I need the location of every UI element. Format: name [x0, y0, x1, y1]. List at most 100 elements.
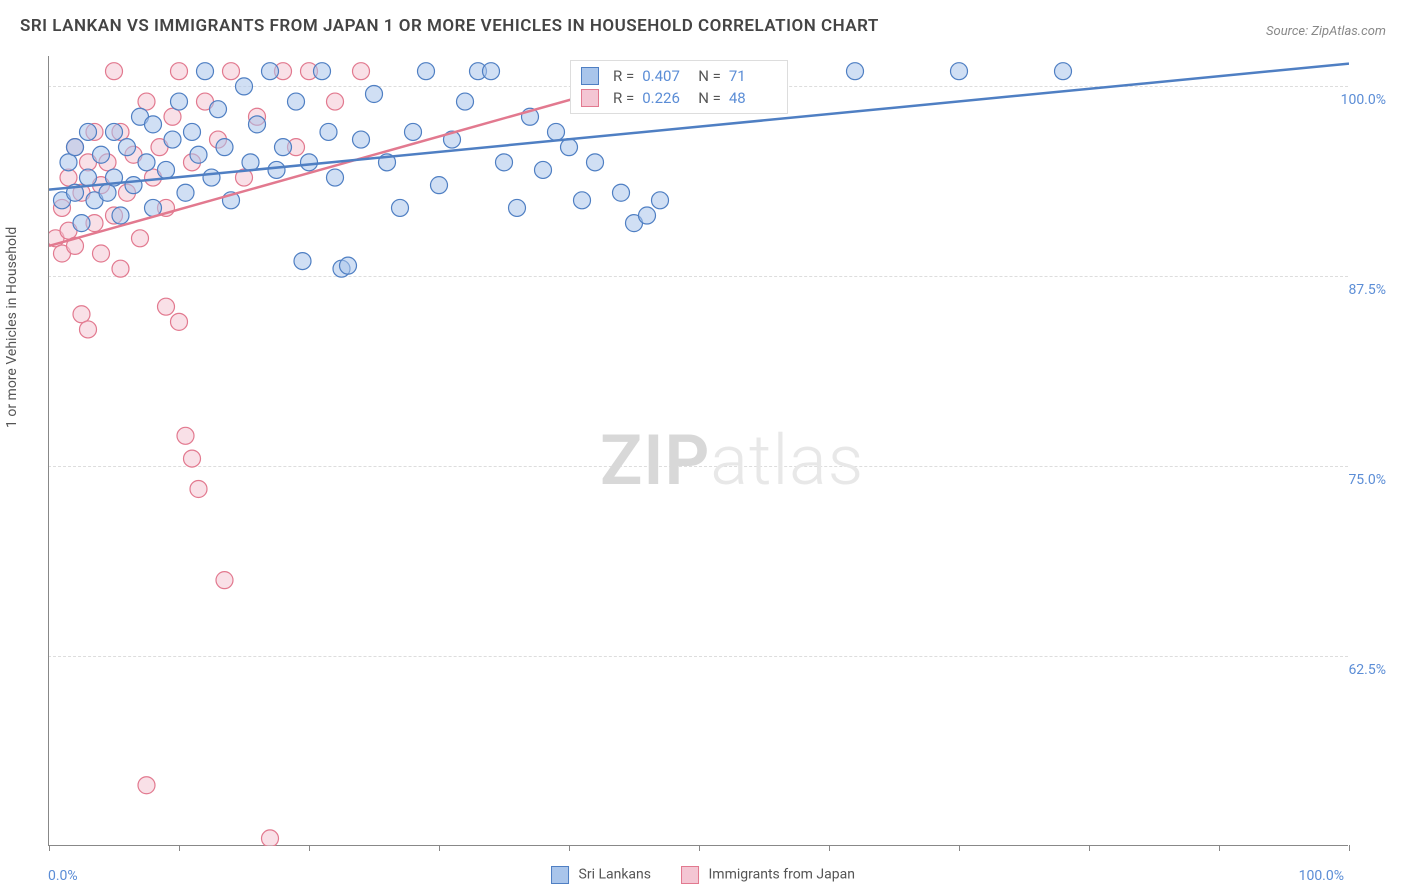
- scatter-point: [112, 207, 129, 224]
- scatter-point: [197, 63, 214, 80]
- scatter-point: [80, 123, 97, 140]
- stats-n-pink: 48: [729, 89, 777, 107]
- chart-title: SRI LANKAN VS IMMIGRANTS FROM JAPAN 1 OR…: [20, 16, 879, 36]
- scatter-point: [158, 298, 175, 315]
- scatter-point: [587, 154, 604, 171]
- x-tick: [1089, 845, 1090, 851]
- scatter-point: [184, 450, 201, 467]
- stats-swatch-blue: [581, 67, 599, 85]
- y-tick-label: 62.5%: [1348, 662, 1386, 678]
- scatter-point: [138, 154, 155, 171]
- scatter-point: [242, 154, 259, 171]
- scatter-point: [431, 177, 448, 194]
- y-tick-label: 75.0%: [1348, 472, 1386, 488]
- scatter-point: [223, 63, 240, 80]
- scatter-point: [496, 154, 513, 171]
- stats-row-blue: R = 0.407 N = 71: [581, 65, 777, 87]
- scatter-point: [171, 93, 188, 110]
- scatter-point: [294, 253, 311, 270]
- scatter-point: [67, 139, 84, 156]
- scatter-point: [613, 184, 630, 201]
- stats-r-label: R =: [613, 67, 634, 85]
- scatter-point: [60, 169, 77, 186]
- scatter-point: [392, 199, 409, 216]
- x-tick: [699, 845, 700, 851]
- source-attribution: Source: ZipAtlas.com: [1266, 24, 1386, 39]
- scatter-point: [177, 427, 194, 444]
- scatter-point: [106, 123, 123, 140]
- scatter-point: [119, 139, 136, 156]
- scatter-point: [80, 321, 97, 338]
- scatter-point: [314, 63, 331, 80]
- scatter-point: [190, 480, 207, 497]
- x-tick: [439, 845, 440, 851]
- x-tick: [959, 845, 960, 851]
- scatter-point: [177, 184, 194, 201]
- scatter-point: [236, 78, 253, 95]
- correlation-stats-box: R = 0.407 N = 71 R = 0.226 N = 48: [570, 60, 788, 114]
- scatter-point: [216, 139, 233, 156]
- scatter-point: [164, 108, 181, 125]
- x-axis-max-label: 100.0%: [1299, 868, 1344, 884]
- scatter-point: [164, 131, 181, 148]
- y-tick-label: 87.5%: [1348, 282, 1386, 298]
- legend-item-blue: Sri Lankans: [551, 866, 651, 884]
- scatter-point: [184, 123, 201, 140]
- scatter-point: [158, 161, 175, 178]
- x-tick: [829, 845, 830, 851]
- scatter-point: [249, 116, 266, 133]
- scatter-point: [171, 313, 188, 330]
- scatter-plot-svg: [49, 56, 1349, 846]
- scatter-point: [73, 215, 90, 232]
- x-tick: [569, 845, 570, 851]
- scatter-point: [93, 245, 110, 262]
- scatter-point: [216, 572, 233, 589]
- scatter-point: [125, 177, 142, 194]
- scatter-point: [457, 93, 474, 110]
- legend-label-pink: Immigrants from Japan: [708, 867, 854, 883]
- scatter-point: [301, 154, 318, 171]
- scatter-point: [99, 184, 116, 201]
- scatter-point: [418, 63, 435, 80]
- stats-n-label: N =: [698, 67, 721, 85]
- scatter-point: [262, 830, 279, 846]
- scatter-point: [353, 63, 370, 80]
- scatter-point: [548, 123, 565, 140]
- scatter-point: [262, 63, 279, 80]
- scatter-point: [210, 101, 227, 118]
- x-axis-min-label: 0.0%: [48, 868, 78, 884]
- scatter-point: [73, 306, 90, 323]
- stats-n-blue: 71: [729, 67, 777, 85]
- scatter-point: [93, 146, 110, 163]
- scatter-point: [106, 63, 123, 80]
- scatter-point: [327, 169, 344, 186]
- stats-r-label: R =: [613, 89, 634, 107]
- x-tick: [49, 845, 50, 851]
- scatter-point: [320, 123, 337, 140]
- scatter-point: [535, 161, 552, 178]
- x-tick: [1219, 845, 1220, 851]
- x-tick: [179, 845, 180, 851]
- legend: Sri Lankans Immigrants from Japan: [551, 866, 855, 884]
- scatter-point: [203, 169, 220, 186]
- y-axis-label: 1 or more Vehicles in Household: [4, 227, 20, 428]
- scatter-point: [340, 257, 357, 274]
- legend-item-pink: Immigrants from Japan: [681, 866, 855, 884]
- x-tick: [309, 845, 310, 851]
- scatter-point: [60, 154, 77, 171]
- scatter-point: [145, 116, 162, 133]
- scatter-point: [366, 85, 383, 102]
- scatter-point: [1055, 63, 1072, 80]
- scatter-point: [509, 199, 526, 216]
- scatter-point: [138, 777, 155, 794]
- legend-swatch-blue: [551, 866, 569, 884]
- scatter-point: [353, 131, 370, 148]
- chart-plot-area: [48, 56, 1348, 846]
- scatter-point: [190, 146, 207, 163]
- scatter-point: [483, 63, 500, 80]
- scatter-point: [138, 93, 155, 110]
- stats-n-label: N =: [698, 89, 721, 107]
- scatter-point: [574, 192, 591, 209]
- scatter-point: [405, 123, 422, 140]
- scatter-point: [951, 63, 968, 80]
